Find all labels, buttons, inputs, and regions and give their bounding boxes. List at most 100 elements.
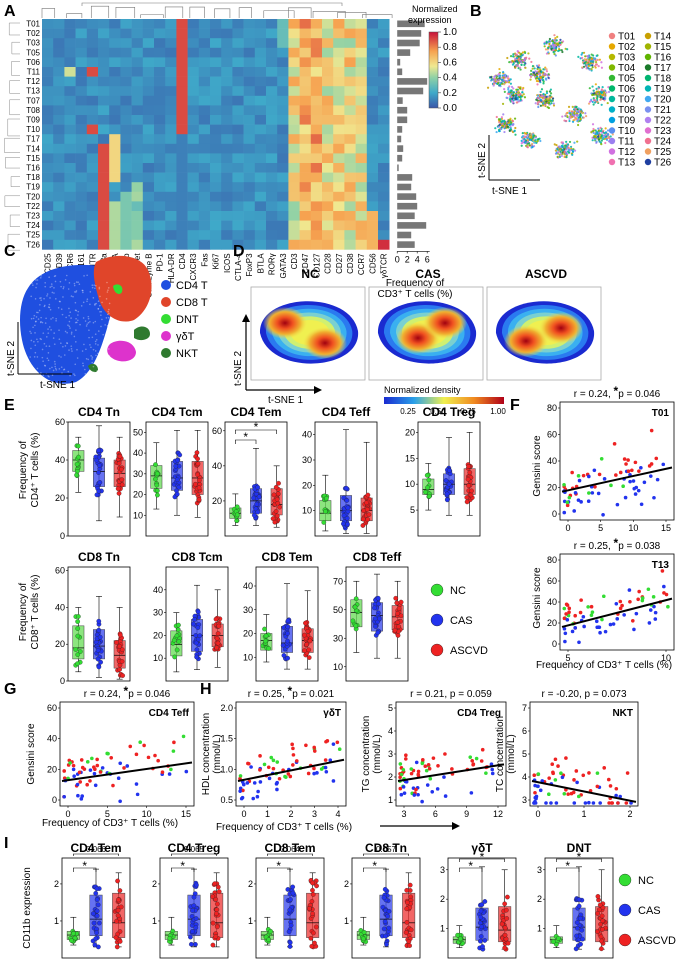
heatmap-cell: [355, 105, 368, 116]
scatter-point: [92, 771, 97, 776]
heatmap-cell: [210, 220, 222, 231]
heatmap-cell: [232, 76, 244, 87]
heatmap-cell: [176, 143, 188, 154]
scatter-point: [628, 599, 632, 604]
heatmap-cell: [187, 19, 200, 29]
data-point: [213, 896, 219, 902]
heatmap-cell: [322, 124, 334, 135]
heatmap-cell: [42, 19, 54, 29]
scatter-point: [241, 788, 245, 793]
heatmap-cell: [120, 115, 132, 125]
heatmap-cell: [75, 95, 88, 106]
heatmap-cell: [176, 182, 188, 193]
data-point: [288, 897, 293, 902]
heatmap-cell: [243, 153, 256, 164]
heatmap-cell: [254, 163, 267, 173]
heatmap-cell: [378, 134, 390, 145]
heatmap-cell: [378, 47, 390, 58]
data-point: [383, 933, 389, 939]
heatmap-cell: [254, 115, 267, 125]
heatmap-cell: [344, 57, 356, 68]
scatter-point: [167, 772, 172, 776]
heatmap-cell: [366, 134, 379, 145]
data-point: [193, 916, 199, 921]
heatmap-cell: [53, 19, 65, 29]
heatmap-cell: [277, 57, 289, 68]
data-point: [287, 940, 293, 945]
scatter-point: [269, 755, 274, 760]
scatter-point: [661, 462, 666, 467]
scatter-point: [416, 769, 421, 774]
data-point: [273, 509, 279, 514]
scatter-xtick: 15: [661, 523, 671, 533]
heatmap-cell: [299, 182, 312, 193]
data-point: [595, 929, 600, 934]
scatter-xtick: 2: [627, 809, 632, 819]
scatter-point: [331, 742, 336, 746]
scatter-point: [596, 491, 601, 496]
scatter-point: [414, 760, 419, 765]
data-point: [478, 934, 484, 939]
heatmap-cell: [210, 67, 222, 77]
boxplot-tick: 5: [410, 505, 415, 515]
frequency-axis-tick: 0: [395, 254, 400, 264]
heatmap-cell: [288, 57, 300, 68]
scatter-point: [80, 794, 85, 798]
heatmap-cell: [299, 38, 312, 49]
boxplot-tick: 40: [153, 585, 163, 595]
scatter-point: [653, 610, 658, 615]
heatmap-row-label: T02: [26, 29, 40, 38]
boxplot-tick: 2: [440, 894, 445, 904]
scatter-ytick: 2.0: [220, 703, 233, 713]
boxplot-tick: 0: [60, 531, 65, 541]
data-point: [408, 927, 414, 933]
scatter-ytick: 5: [522, 749, 527, 759]
heatmap-cell: [288, 172, 300, 183]
heatmap-cell: [53, 143, 65, 154]
heatmap-cell: [221, 57, 233, 68]
data-point: [595, 911, 600, 916]
heatmap-cell: [210, 182, 222, 193]
heatmap-cell: [232, 239, 244, 250]
heatmap-cell: [75, 143, 88, 154]
data-point: [276, 480, 281, 486]
scatter-point: [562, 791, 567, 796]
data-point: [96, 920, 102, 926]
heatmap-row-label: T06: [26, 58, 40, 67]
heatmap-cell: [310, 95, 323, 106]
boxplot-title: CD8 Teff: [353, 550, 402, 564]
data-point: [598, 921, 603, 927]
heatmap-cell: [53, 211, 65, 221]
data-point: [386, 925, 392, 931]
scatter-xtick: 0: [565, 523, 570, 533]
heatmap-cell: [154, 57, 166, 68]
scatter-point: [474, 756, 479, 761]
frequency-bar: [397, 135, 402, 143]
heatmap-cell: [120, 95, 132, 106]
colorbar-ticks: 1.00.80.60.40.20.0: [438, 27, 457, 114]
heatmap-column-label: CD56: [368, 253, 377, 274]
data-point: [396, 624, 402, 629]
h-ylabel: HDL concentration(mmol/L): [201, 713, 223, 795]
heatmap-cell: [344, 201, 356, 212]
boxplot-tick: 2: [248, 879, 253, 889]
scatter-point: [570, 629, 575, 634]
data-point: [114, 944, 120, 950]
heatmap-cell: [176, 67, 188, 77]
data-point: [307, 638, 313, 644]
boxplot-tick: 1: [54, 916, 59, 926]
heatmap-cell: [154, 115, 166, 125]
scatter-xtick: 4: [335, 809, 340, 819]
significance-star: *: [276, 859, 281, 873]
cluster-legend-label: T12: [618, 147, 636, 158]
heatmap-cell: [378, 211, 390, 221]
heatmap-cell: [176, 105, 188, 116]
heatmap-row-label: T05: [26, 48, 40, 57]
heatmap-cell: [120, 182, 132, 193]
regression-line: [237, 758, 345, 783]
heatmap-cell: [75, 115, 88, 125]
scatter-point: [549, 801, 553, 805]
celltype-legend-label: DNT: [176, 314, 199, 326]
heatmap-cell: [243, 191, 256, 202]
scatter-point: [623, 495, 628, 500]
